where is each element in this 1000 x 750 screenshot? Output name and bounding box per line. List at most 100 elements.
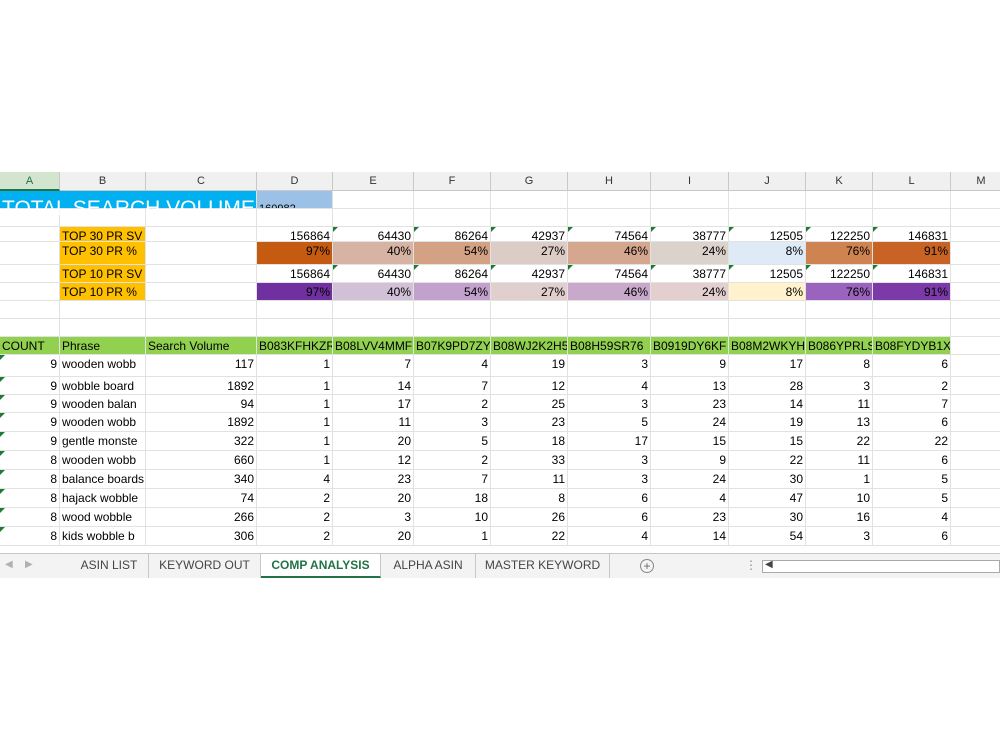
- rank-cell[interactable]: 20: [333, 527, 414, 546]
- rank-cell[interactable]: 11: [333, 413, 414, 432]
- rank-cell[interactable]: 23: [651, 395, 729, 413]
- empty-cell[interactable]: [729, 319, 806, 337]
- phrase-cell[interactable]: balance boards: [60, 470, 146, 489]
- tab-asin-list[interactable]: ASIN LIST: [70, 554, 149, 578]
- percent-cell[interactable]: 76%: [806, 283, 873, 301]
- column-header-k[interactable]: K: [806, 172, 873, 191]
- table-header-cell[interactable]: B0919DY6KF: [651, 337, 729, 355]
- empty-cell[interactable]: [951, 451, 1000, 470]
- rank-cell[interactable]: 33: [491, 451, 568, 470]
- empty-cell[interactable]: [873, 191, 951, 209]
- empty-cell[interactable]: [60, 301, 146, 319]
- rank-cell[interactable]: 20: [333, 432, 414, 451]
- rank-cell[interactable]: 16: [806, 508, 873, 527]
- vertical-dots-icon[interactable]: ⋮: [745, 558, 757, 572]
- sv-cell[interactable]: 86264: [414, 265, 491, 283]
- empty-cell[interactable]: [651, 319, 729, 337]
- sv-cell[interactable]: 122250: [806, 265, 873, 283]
- empty-cell[interactable]: [333, 191, 414, 209]
- count-cell[interactable]: 8: [0, 527, 60, 546]
- empty-cell[interactable]: [146, 242, 257, 265]
- phrase-cell[interactable]: wood wobble: [60, 508, 146, 527]
- empty-cell[interactable]: [0, 319, 60, 337]
- rank-cell[interactable]: 12: [333, 451, 414, 470]
- rank-cell[interactable]: 4: [414, 355, 491, 377]
- rank-cell[interactable]: 1: [257, 413, 333, 432]
- count-cell[interactable]: 9: [0, 395, 60, 413]
- rank-cell[interactable]: 10: [806, 489, 873, 508]
- rank-cell[interactable]: 11: [806, 451, 873, 470]
- search-volume-cell[interactable]: 266: [146, 508, 257, 527]
- search-volume-cell[interactable]: 322: [146, 432, 257, 451]
- rank-cell[interactable]: 3: [806, 377, 873, 395]
- count-cell[interactable]: 9: [0, 377, 60, 395]
- total-search-volume-label[interactable]: TOTAL SEARCH VOLUME: [0, 191, 257, 220]
- empty-cell[interactable]: [951, 319, 1000, 337]
- percent-cell[interactable]: 8%: [729, 242, 806, 265]
- horizontal-scrollbar[interactable]: ◀: [762, 559, 1000, 573]
- sv-cell[interactable]: 146831: [873, 265, 951, 283]
- empty-cell[interactable]: [333, 301, 414, 319]
- table-header-cell[interactable]: B08LVV4MMF: [333, 337, 414, 355]
- rank-cell[interactable]: 7: [414, 377, 491, 395]
- phrase-cell[interactable]: wooden wobb: [60, 355, 146, 377]
- rank-cell[interactable]: 22: [806, 432, 873, 451]
- table-header-cell[interactable]: B07K9PD7ZY: [414, 337, 491, 355]
- tab-master-keyword[interactable]: MASTER KEYWORD: [476, 554, 610, 578]
- empty-cell[interactable]: [414, 319, 491, 337]
- column-header-g[interactable]: G: [491, 172, 568, 191]
- empty-cell[interactable]: [951, 265, 1000, 283]
- rank-cell[interactable]: 1: [257, 355, 333, 377]
- empty-cell[interactable]: [146, 301, 257, 319]
- phrase-cell[interactable]: wooden balan: [60, 395, 146, 413]
- rank-cell[interactable]: 14: [729, 395, 806, 413]
- empty-cell[interactable]: [729, 301, 806, 319]
- sv-cell[interactable]: 156864: [257, 227, 333, 242]
- empty-cell[interactable]: [951, 355, 1000, 377]
- search-volume-cell[interactable]: 1892: [146, 413, 257, 432]
- phrase-cell[interactable]: hajack wobble: [60, 489, 146, 508]
- percent-cell[interactable]: 76%: [806, 242, 873, 265]
- summary-label[interactable]: TOP 10 PR %: [60, 283, 146, 301]
- rank-cell[interactable]: 54: [729, 527, 806, 546]
- search-volume-cell[interactable]: 306: [146, 527, 257, 546]
- empty-cell[interactable]: [568, 191, 651, 209]
- rank-cell[interactable]: 11: [806, 395, 873, 413]
- sv-cell[interactable]: 42937: [491, 265, 568, 283]
- phrase-cell[interactable]: gentle monste: [60, 432, 146, 451]
- empty-cell[interactable]: [651, 209, 729, 227]
- rank-cell[interactable]: 2: [257, 508, 333, 527]
- rank-cell[interactable]: 10: [414, 508, 491, 527]
- scroll-left-arrow-icon[interactable]: ◀: [765, 559, 773, 570]
- rank-cell[interactable]: 3: [568, 355, 651, 377]
- empty-cell[interactable]: [951, 413, 1000, 432]
- percent-cell[interactable]: 97%: [257, 283, 333, 301]
- rank-cell[interactable]: 1: [257, 395, 333, 413]
- rank-cell[interactable]: 12: [491, 377, 568, 395]
- search-volume-cell[interactable]: 340: [146, 470, 257, 489]
- rank-cell[interactable]: 14: [333, 377, 414, 395]
- rank-cell[interactable]: 3: [568, 395, 651, 413]
- rank-cell[interactable]: 18: [491, 432, 568, 451]
- empty-cell[interactable]: [951, 377, 1000, 395]
- rank-cell[interactable]: 22: [729, 451, 806, 470]
- column-header-f[interactable]: F: [414, 172, 491, 191]
- column-header-i[interactable]: I: [651, 172, 729, 191]
- percent-cell[interactable]: 40%: [333, 283, 414, 301]
- rank-cell[interactable]: 1: [257, 432, 333, 451]
- percent-cell[interactable]: 8%: [729, 283, 806, 301]
- empty-cell[interactable]: [806, 209, 873, 227]
- empty-cell[interactable]: [146, 319, 257, 337]
- percent-cell[interactable]: 91%: [873, 242, 951, 265]
- rank-cell[interactable]: 2: [257, 527, 333, 546]
- count-cell[interactable]: 9: [0, 432, 60, 451]
- rank-cell[interactable]: 26: [491, 508, 568, 527]
- empty-cell[interactable]: [651, 301, 729, 319]
- rank-cell[interactable]: 3: [806, 527, 873, 546]
- rank-cell[interactable]: 20: [333, 489, 414, 508]
- percent-cell[interactable]: 54%: [414, 242, 491, 265]
- tab-alpha-asin[interactable]: ALPHA ASIN: [381, 554, 476, 578]
- rank-cell[interactable]: 30: [729, 470, 806, 489]
- rank-cell[interactable]: 4: [873, 508, 951, 527]
- rank-cell[interactable]: 4: [568, 377, 651, 395]
